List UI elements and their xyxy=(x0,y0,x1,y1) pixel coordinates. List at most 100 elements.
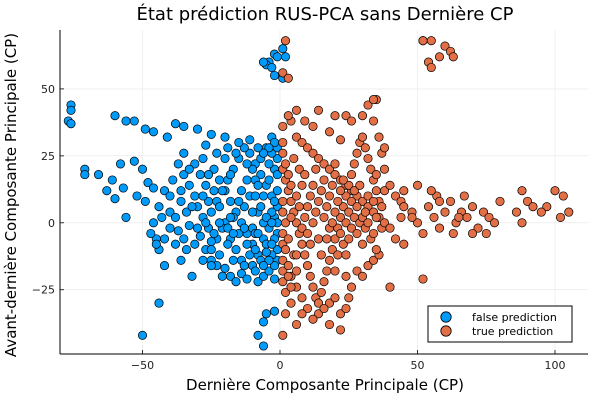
true-prediction-point xyxy=(385,180,395,190)
true-prediction-point xyxy=(278,277,288,287)
false-prediction-point xyxy=(173,159,183,169)
true-prediction-point xyxy=(434,52,445,62)
false-prediction-point xyxy=(146,228,156,239)
true-prediction-point xyxy=(564,207,574,217)
false-prediction-point xyxy=(162,132,172,142)
true-prediction-point xyxy=(357,111,368,121)
false-prediction-point xyxy=(261,309,271,319)
y-tick-label: 50 xyxy=(41,83,55,96)
true-prediction-point xyxy=(368,196,379,206)
true-prediction-point xyxy=(357,239,368,249)
false-prediction-point xyxy=(66,105,76,115)
x-axis-label: Dernière Composante Principale (CP) xyxy=(186,376,464,394)
true-prediction-point xyxy=(316,287,326,297)
false-prediction-point xyxy=(107,175,117,185)
false-prediction-point xyxy=(151,239,161,249)
true-prediction-point xyxy=(324,255,335,265)
legend-marker-true xyxy=(440,325,452,337)
true-prediction-point xyxy=(335,212,346,222)
true-prediction-point xyxy=(297,137,307,148)
true-prediction-point xyxy=(445,196,456,206)
false-prediction-point xyxy=(269,306,280,316)
false-prediction-point xyxy=(267,207,277,217)
y-tick-label: 0 xyxy=(48,217,55,230)
true-prediction-point xyxy=(289,153,299,164)
true-prediction-point xyxy=(280,309,291,319)
true-prediction-point xyxy=(305,271,315,281)
true-prediction-point xyxy=(429,212,439,222)
true-prediction-point xyxy=(335,309,346,319)
true-prediction-point xyxy=(379,186,390,196)
false-prediction-point xyxy=(256,202,266,212)
legend-label-false: false prediction xyxy=(472,311,557,324)
x-tick-label: 100 xyxy=(545,359,566,372)
true-prediction-point xyxy=(286,282,296,292)
false-prediction-point xyxy=(228,228,238,239)
false-prediction-point xyxy=(223,223,233,233)
false-prediction-point xyxy=(201,140,211,150)
false-prediction-point xyxy=(223,143,233,153)
true-prediction-point xyxy=(278,207,288,217)
true-prediction-point xyxy=(363,191,373,201)
false-prediction-point xyxy=(217,271,227,281)
true-prediction-point xyxy=(363,261,373,271)
true-prediction-point xyxy=(344,180,354,190)
false-prediction-point xyxy=(242,239,252,249)
true-prediction-point xyxy=(291,250,302,260)
false-prediction-point xyxy=(137,330,148,340)
false-prediction-point xyxy=(239,143,249,153)
false-prediction-point xyxy=(264,159,274,169)
true-prediction-point xyxy=(390,191,401,201)
true-prediction-point xyxy=(327,180,337,190)
true-prediction-point xyxy=(280,287,291,297)
true-prediction-point xyxy=(368,255,379,265)
false-prediction-point xyxy=(176,196,186,206)
false-prediction-point xyxy=(190,191,200,201)
true-prediction-point xyxy=(385,223,395,233)
true-prediction-point xyxy=(283,234,293,244)
false-prediction-point xyxy=(80,170,90,180)
true-prediction-point xyxy=(294,164,304,174)
true-prediction-point xyxy=(454,212,464,222)
true-prediction-point xyxy=(286,180,296,190)
true-prediction-point xyxy=(330,111,340,121)
true-prediction-point xyxy=(308,218,318,228)
true-prediction-point xyxy=(319,212,329,222)
true-prediction-point xyxy=(316,250,326,260)
true-prediction-point xyxy=(426,36,436,46)
true-prediction-point xyxy=(341,191,351,201)
true-prediction-point xyxy=(291,132,302,142)
true-prediction-point xyxy=(426,186,436,196)
true-prediction-point xyxy=(528,202,538,212)
false-prediction-point xyxy=(170,119,181,129)
true-prediction-point xyxy=(313,153,324,164)
true-prediction-point xyxy=(448,52,458,62)
false-prediction-point xyxy=(118,183,128,193)
false-prediction-point xyxy=(247,207,258,217)
tick-group: −50 0 50 100 −25 0 25 50 xyxy=(32,83,566,372)
legend: false prediction true prediction xyxy=(427,305,573,343)
false-prediction-point xyxy=(253,143,263,153)
false-prediction-point xyxy=(159,186,170,196)
true-prediction-point xyxy=(305,191,315,201)
false-prediction-point xyxy=(129,116,139,126)
false-prediction-point xyxy=(234,196,244,206)
true-prediction-point xyxy=(300,170,310,180)
false-prediction-point xyxy=(132,191,142,201)
false-prediction-point xyxy=(258,341,269,351)
false-prediction-point xyxy=(143,178,153,188)
true-prediction-point xyxy=(291,266,302,276)
false-prediction-point xyxy=(264,255,274,265)
true-prediction-point xyxy=(434,196,445,206)
true-prediction-point xyxy=(352,266,362,276)
false-prediction-point xyxy=(253,228,263,239)
false-prediction-point xyxy=(245,148,255,158)
false-prediction-point xyxy=(165,223,175,233)
false-prediction-point xyxy=(269,196,280,206)
true-prediction-point xyxy=(346,223,357,233)
true-prediction-point xyxy=(346,116,357,126)
false-prediction-point xyxy=(231,245,241,255)
true-prediction-point xyxy=(434,223,445,233)
true-prediction-point xyxy=(368,95,379,105)
